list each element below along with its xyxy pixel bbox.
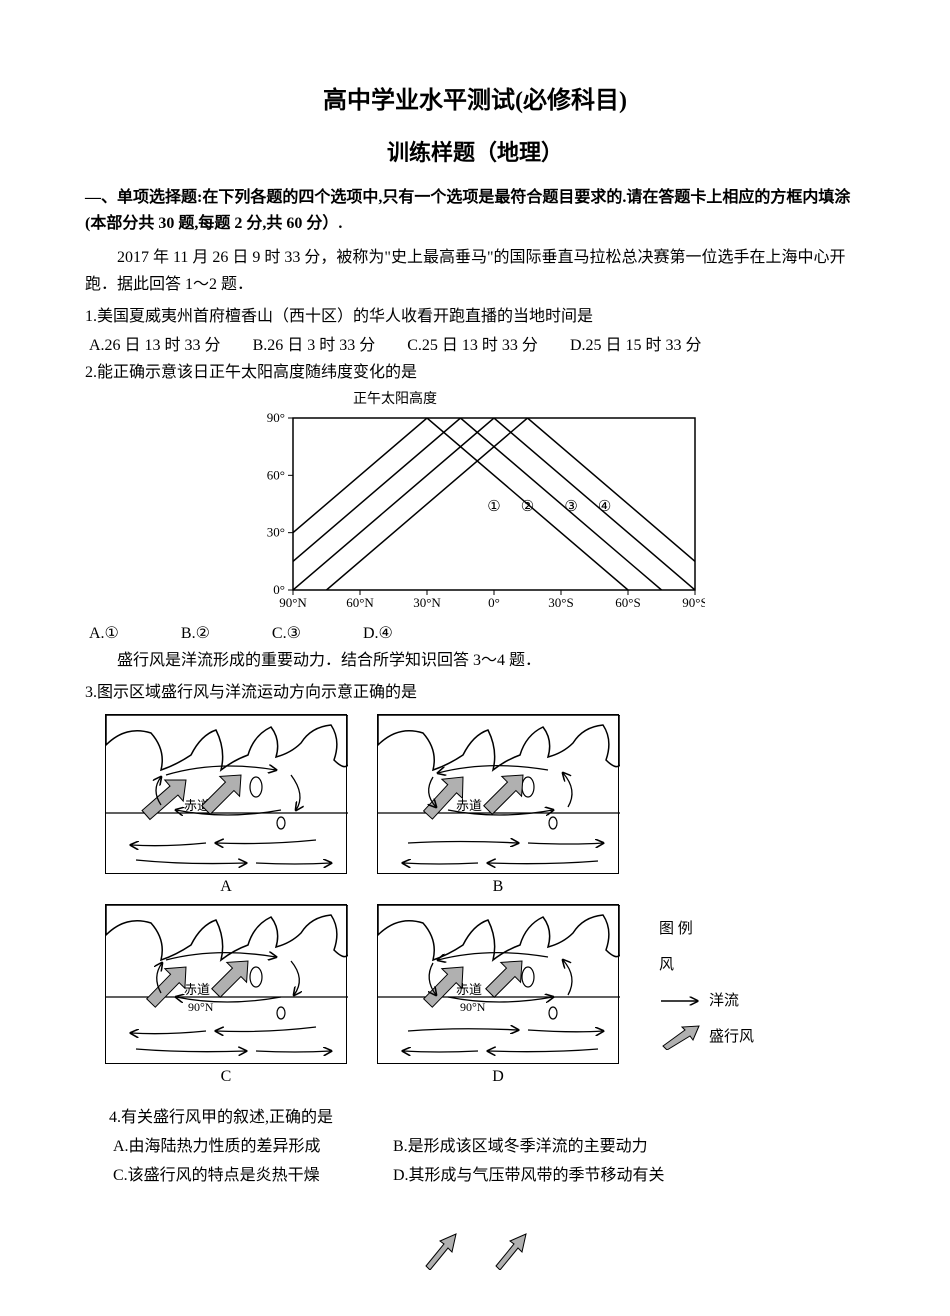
map-a-label: A <box>220 878 232 896</box>
page-title-main: 高中学业水平测试(必修科目) <box>85 80 865 115</box>
solar-altitude-chart: 0°30°60°90°90°N60°N30°N0°30°S60°S90°S①②③… <box>245 412 705 612</box>
svg-text:30°S: 30°S <box>548 595 573 610</box>
chart-ylabel: 正午太阳高度 <box>85 388 865 408</box>
q4-opt-d: D.其形成与气压带风带的季节移动有关 <box>393 1162 865 1191</box>
q1-opt-b: B.26 日 3 时 33 分 <box>253 332 376 359</box>
q2-opt-a: A.① <box>89 620 119 647</box>
map-b-box: 赤道 <box>377 714 619 874</box>
svg-text:90°: 90° <box>267 412 285 425</box>
footer-arrow-icon <box>420 1230 460 1270</box>
footer-arrows <box>85 1230 865 1270</box>
question-4-text: 4.有关盛行风甲的叙述,正确的是 <box>109 1104 865 1131</box>
svg-text:③: ③ <box>564 499 577 515</box>
q1-opt-c: C.25 日 13 时 33 分 <box>407 332 538 359</box>
map-b-label: B <box>493 878 504 896</box>
map-a-box: 赤道甲 <box>105 714 347 874</box>
svg-text:90°N: 90°N <box>279 595 307 610</box>
map-c-box: 赤道 90°N <box>105 904 347 1064</box>
map-a: 赤道甲 A <box>105 714 347 896</box>
page-title-sub: 训练样题（地理） <box>85 135 865 167</box>
q4-row1: A.由海陆热力性质的差异形成 B.是形成该区域冬季洋流的主要动力 <box>109 1133 865 1162</box>
question-2-options: A.① B.② C.③ D.④ <box>85 620 865 647</box>
svg-text:60°: 60° <box>267 467 285 482</box>
svg-text:90°N: 90°N <box>460 1000 486 1014</box>
question-4-block: 4.有关盛行风甲的叙述,正确的是 A.由海陆热力性质的差异形成 B.是形成该区域… <box>85 1104 865 1191</box>
legend-current: 洋流 <box>659 986 754 1016</box>
svg-text:30°: 30° <box>267 525 285 540</box>
q1-opt-d: D.25 日 15 时 33 分 <box>570 332 702 359</box>
q4-row2: C.该盛行风的特点是炎热干燥 D.其形成与气压带风带的季节移动有关 <box>109 1162 865 1191</box>
question-1-options: A.26 日 13 时 33 分 B.26 日 3 时 33 分 C.25 日 … <box>85 332 865 359</box>
context-1: 2017 年 11 月 26 日 9 时 33 分，被称为"史上最高垂马"的国际… <box>85 244 865 298</box>
svg-text:60°S: 60°S <box>615 595 640 610</box>
context-2: 盛行风是洋流形成的重要动力．结合所学知识回答 3～4 题． <box>85 647 865 674</box>
question-3-text: 3.图示区域盛行风与洋流运动方向示意正确的是 <box>85 679 865 706</box>
legend-current-icon <box>659 995 701 1007</box>
q2-opt-c: C.③ <box>272 620 301 647</box>
question-2-text: 2.能正确示意该日正午太阳高度随纬度变化的是 <box>85 359 865 386</box>
section-instructions: —、单项选择题:在下列各题的四个选项中,只有一个选项是最符合题目要求的.请在答题… <box>85 185 865 236</box>
svg-text:60°N: 60°N <box>346 595 374 610</box>
map-b: 赤道 B <box>377 714 619 896</box>
q4-opt-a: A.由海陆热力性质的差异形成 <box>113 1133 393 1162</box>
legend-prevailing-icon <box>659 1024 701 1050</box>
map-d: 赤道90°N D <box>377 904 619 1086</box>
svg-text:②: ② <box>521 499 534 515</box>
legend-wind: 风 <box>659 950 754 980</box>
svg-text:赤道: 赤道 <box>184 982 210 997</box>
svg-text:赤道: 赤道 <box>456 798 482 813</box>
q2-opt-b: B.② <box>181 620 210 647</box>
q1-opt-a: A.26 日 13 时 33 分 <box>89 332 221 359</box>
svg-text:④: ④ <box>598 499 611 515</box>
q2-opt-d: D.④ <box>363 620 393 647</box>
question-1-text: 1.美国夏威夷州首府檀香山（西十区）的华人收看开跑直播的当地时间是 <box>85 303 865 330</box>
svg-text:90°N: 90°N <box>188 1000 214 1014</box>
map-d-label: D <box>492 1068 504 1086</box>
map-c-label: C <box>221 1068 232 1086</box>
map-c: 赤道 90°N C <box>105 904 347 1086</box>
legend-title: 图 例 <box>659 914 754 944</box>
svg-text:①: ① <box>487 499 500 515</box>
svg-text:30°N: 30°N <box>413 595 441 610</box>
chart-q2: 0°30°60°90°90°N60°N30°N0°30°S60°S90°S①②③… <box>85 412 865 612</box>
svg-text:0°: 0° <box>488 595 500 610</box>
map-d-box: 赤道90°N <box>377 904 619 1064</box>
svg-text:90°S: 90°S <box>682 595 705 610</box>
footer-arrow-icon <box>490 1230 530 1270</box>
q4-opt-c: C.该盛行风的特点是炎热干燥 <box>113 1162 393 1191</box>
maps-grid: 赤道甲 A 赤道 B 赤道90°N C 赤道90°N D <box>105 714 865 1086</box>
legend-prevailing: 盛行风 <box>659 1022 754 1052</box>
legend: 图 例 风 洋流 盛行风 <box>649 904 754 1058</box>
q4-opt-b: B.是形成该区域冬季洋流的主要动力 <box>393 1133 865 1162</box>
